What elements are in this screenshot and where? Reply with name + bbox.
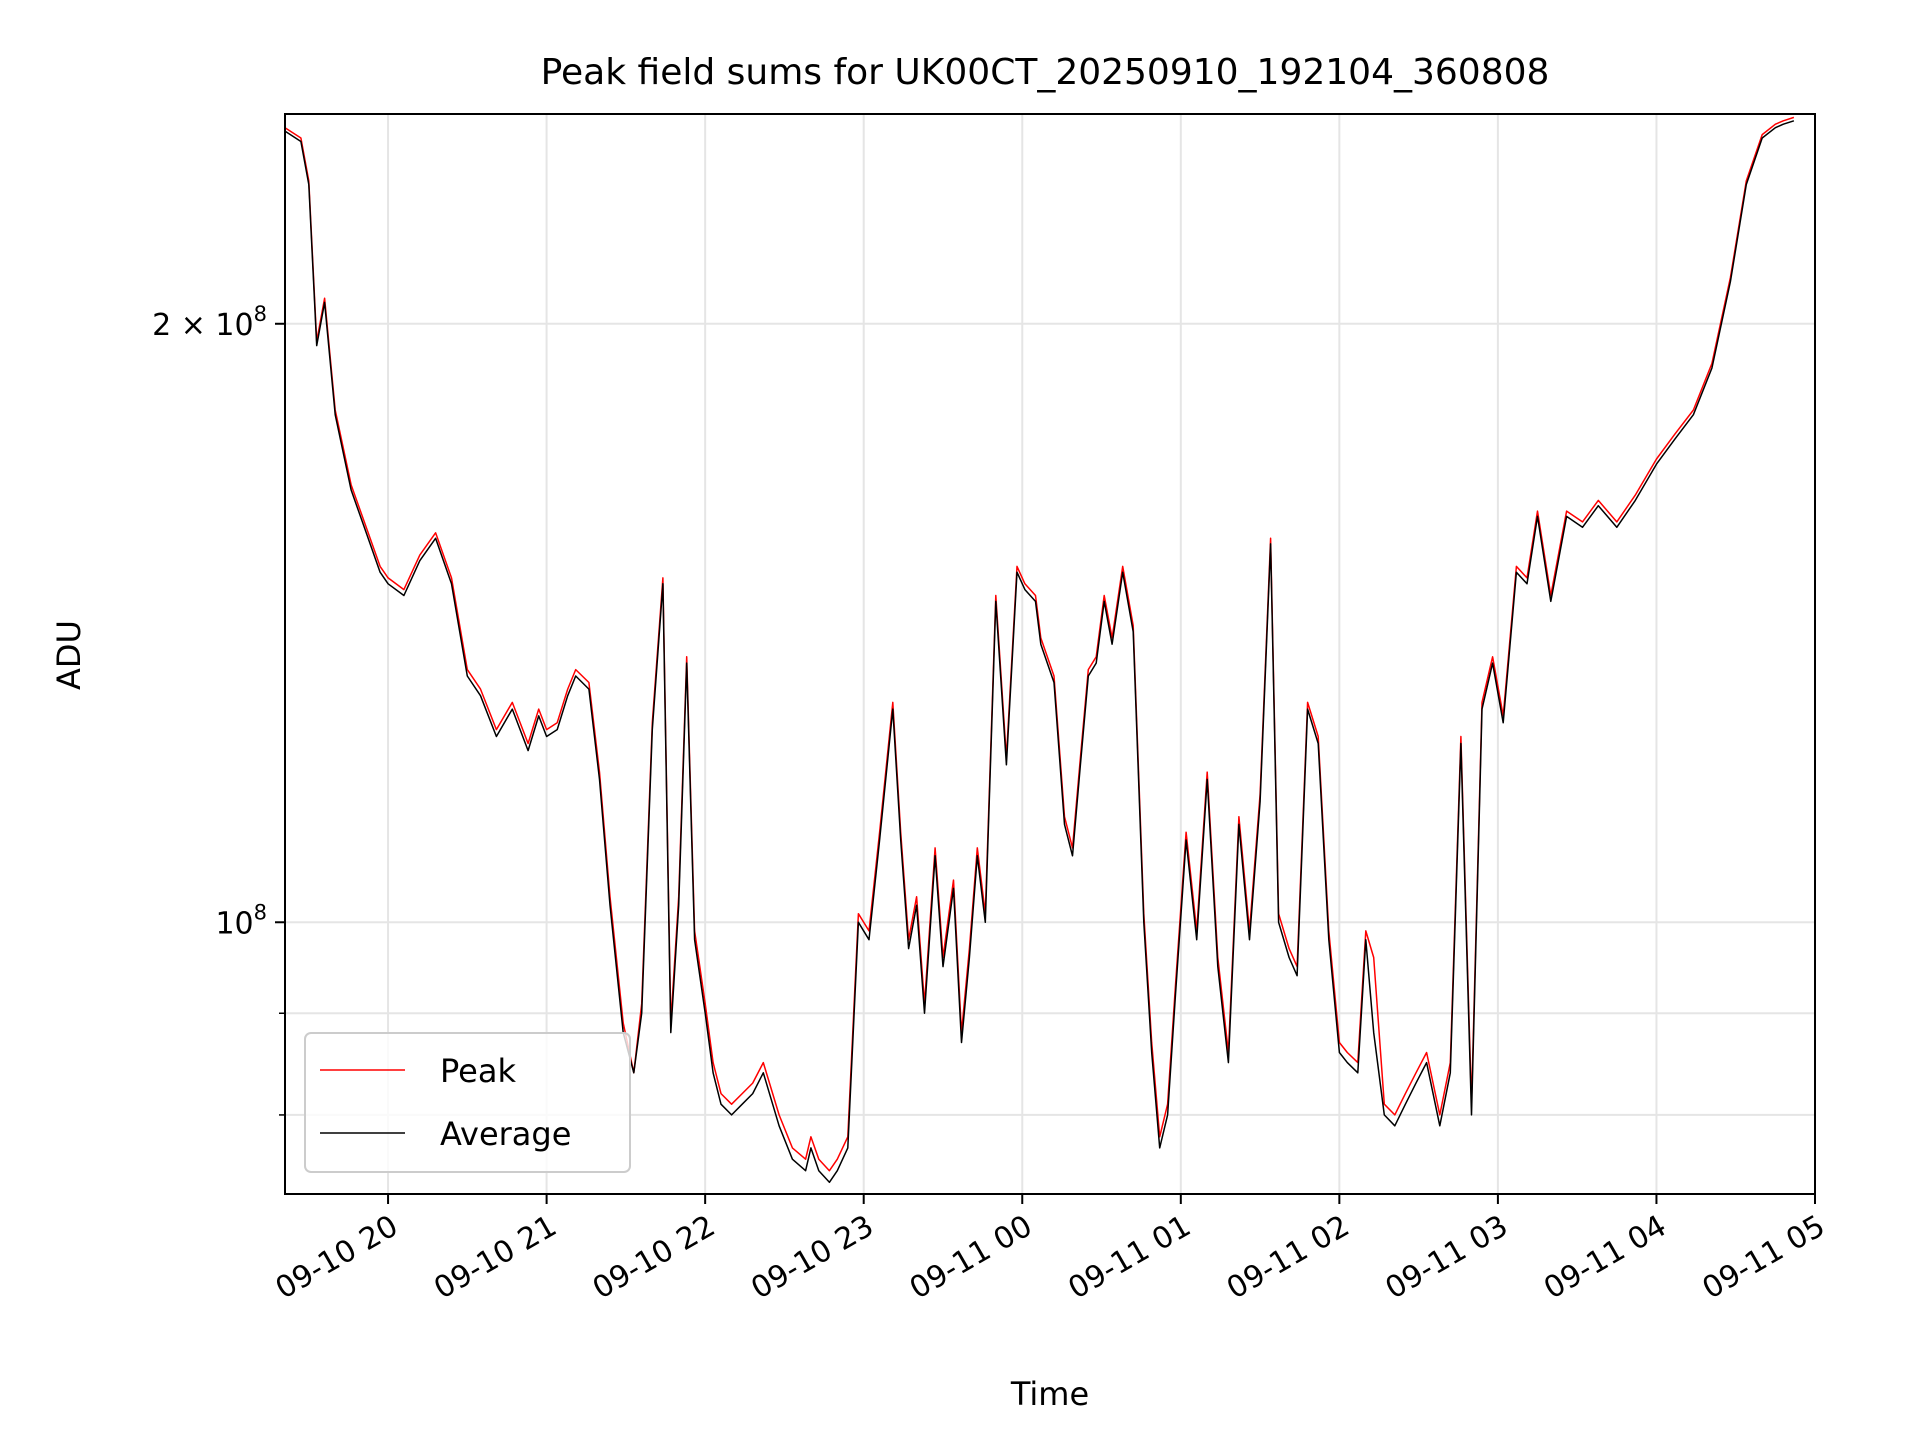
x-tick-label: 09-10 23: [745, 1209, 879, 1307]
chart-title: Peak field sums for UK00CT_20250910_1921…: [541, 52, 1550, 93]
x-tick-label: 09-10 20: [270, 1209, 404, 1307]
legend-label-peak: Peak: [440, 1052, 516, 1090]
legend: Peak Average: [304, 1032, 631, 1173]
x-axis-ticks: 09-10 20 09-10 21 09-10 22 09-10 23 09-11 00…: [270, 1194, 1831, 1306]
legend-label-average: Average: [440, 1115, 571, 1153]
x-tick-label: 09-11 03: [1380, 1209, 1514, 1307]
x-tick-label: 09-11 02: [1221, 1209, 1355, 1307]
x-tick-label: 09-11 04: [1538, 1209, 1672, 1307]
x-tick-label: 09-10 21: [428, 1209, 562, 1307]
series-lines: [284, 116, 1795, 1184]
grid-lines: [285, 114, 1816, 1194]
legend-box: [304, 1032, 631, 1173]
y-tick-label: 108: [215, 900, 267, 941]
y-tick-label: 2 × 108: [152, 302, 267, 343]
x-axis-label: Time: [1010, 1375, 1089, 1413]
x-tick-label: 09-10 22: [587, 1209, 721, 1307]
series-line-average: [284, 120, 1795, 1184]
x-tick-label: 09-11 00: [904, 1209, 1038, 1307]
plot-frame: [284, 113, 1816, 1195]
y-axis-label: ADU: [50, 620, 88, 690]
x-tick-label: 09-11 05: [1697, 1209, 1831, 1307]
y-axis-ticks: 108 2 × 108: [152, 302, 285, 1116]
x-tick-label: 09-11 01: [1062, 1209, 1196, 1307]
